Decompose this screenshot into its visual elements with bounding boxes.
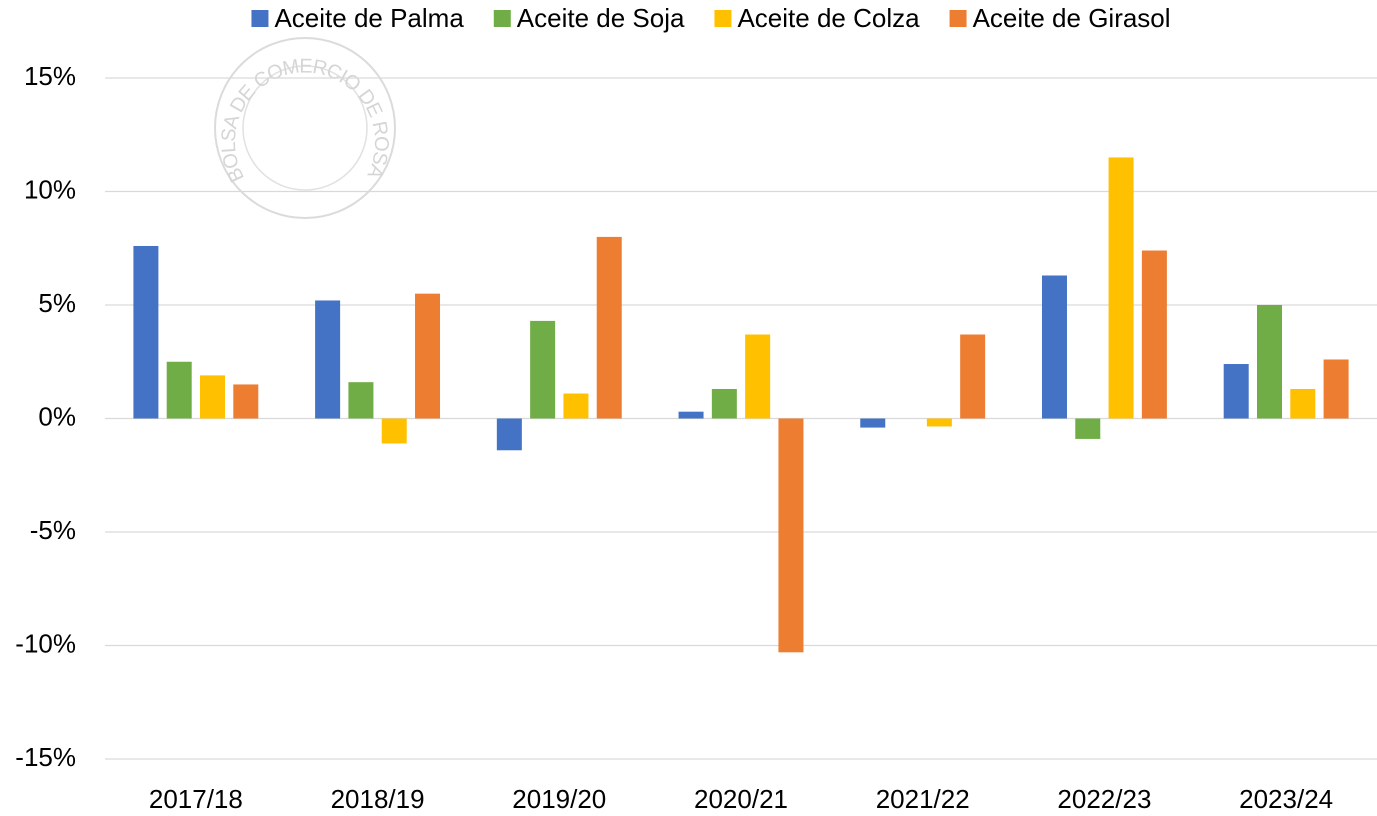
y-tick-label: -5%: [30, 515, 76, 545]
x-tick-label: 2021/22: [876, 784, 970, 814]
bar: [678, 411, 704, 419]
x-tick-label: 2023/24: [1239, 784, 1333, 814]
bar: [415, 293, 441, 419]
bar: [166, 361, 192, 419]
watermark-ring: [242, 65, 368, 191]
bar: [1141, 250, 1167, 419]
bar: [1041, 275, 1067, 419]
y-tick-label: 0%: [38, 401, 76, 431]
bar: [133, 245, 159, 419]
x-tick-label: 2018/19: [331, 784, 425, 814]
legend-label: Aceite de Soja: [517, 3, 685, 33]
x-tick-label: 2020/21: [694, 784, 788, 814]
bar: [1323, 359, 1349, 419]
legend-swatch: [949, 10, 967, 27]
bar: [960, 334, 986, 419]
bar: [381, 418, 407, 444]
bar: [1108, 157, 1134, 419]
x-tick-label: 2022/23: [1057, 784, 1151, 814]
legend-swatch: [251, 10, 269, 27]
legend-label: Aceite de Colza: [737, 3, 920, 33]
y-tick-label: 10%: [24, 174, 76, 204]
y-tick-label: 5%: [38, 288, 76, 318]
bar: [1075, 418, 1101, 439]
bar: [1290, 388, 1316, 419]
bar: [778, 418, 804, 653]
x-tick-label: 2017/18: [149, 784, 243, 814]
bar: [315, 300, 341, 419]
bar: [200, 375, 226, 419]
bar: [496, 418, 522, 451]
bar: [745, 334, 771, 419]
bar: [348, 382, 374, 419]
bar: [1256, 305, 1282, 419]
bar: [530, 320, 556, 419]
x-tick-label: 2019/20: [512, 784, 606, 814]
legend-label: Aceite de Girasol: [973, 3, 1171, 33]
watermark-ring: [214, 37, 396, 219]
bar: [711, 388, 737, 419]
bar: [926, 418, 952, 427]
legend: Aceite de Palma Aceite de Soja Aceite de C…: [251, 3, 1171, 33]
bar: [233, 384, 259, 419]
y-tick-label: 15%: [24, 61, 76, 91]
bar: [1223, 364, 1249, 419]
bar: [860, 418, 886, 428]
legend-label: Aceite de Palma: [274, 3, 464, 33]
legend-swatch: [493, 10, 511, 27]
legend-swatch: [714, 10, 732, 27]
y-tick-label: -10%: [15, 628, 76, 658]
y-tick-label: -15%: [15, 742, 76, 772]
bar: [563, 393, 589, 419]
bar: [596, 236, 622, 419]
